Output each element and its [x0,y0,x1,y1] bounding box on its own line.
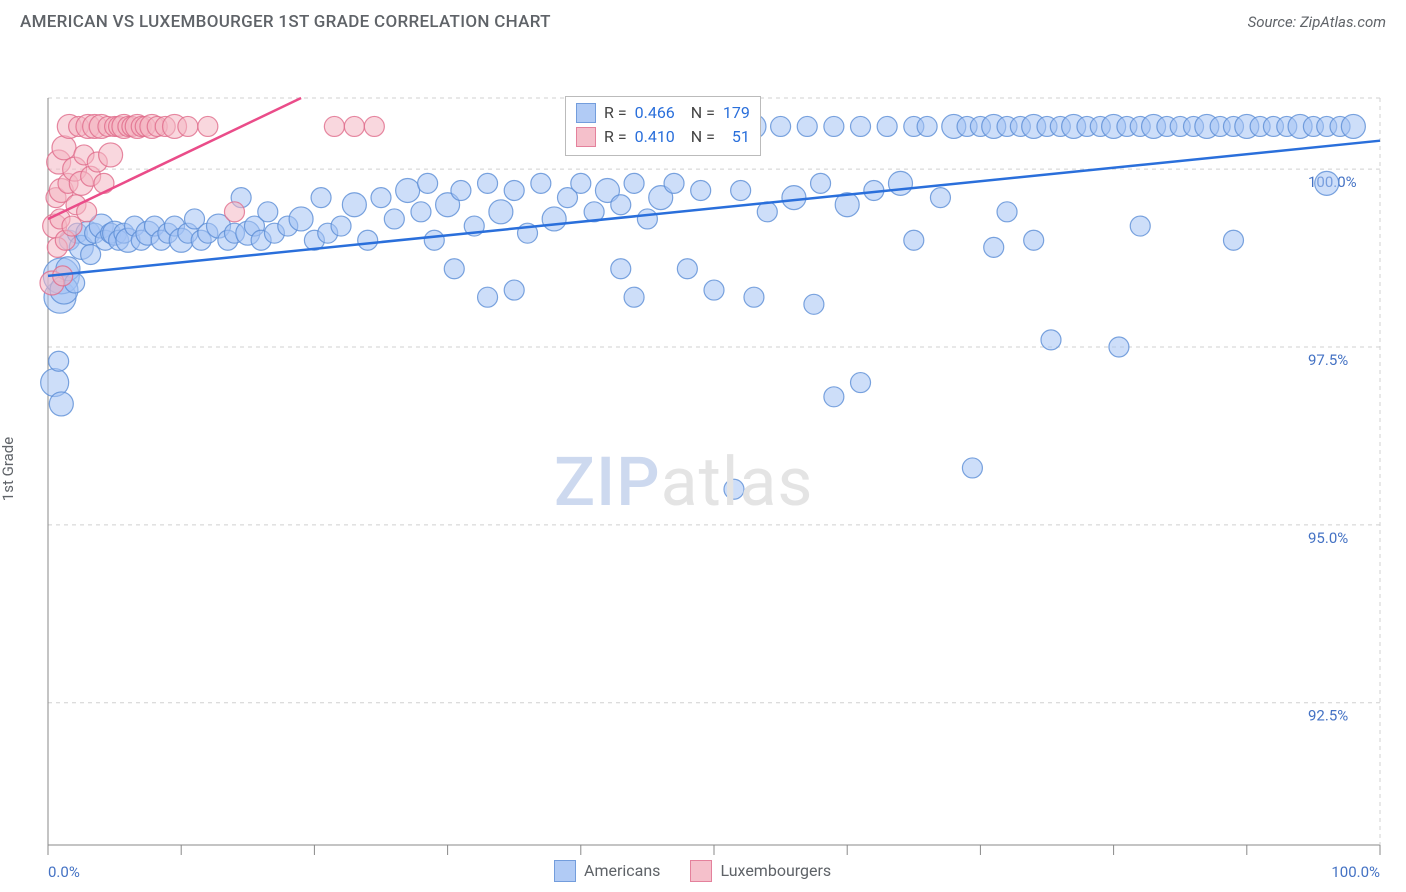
svg-text:95.0%: 95.0% [1308,529,1348,547]
legend-item: Americans [554,859,660,883]
correlation-stats-box: R = 0.466 N = 179R = 0.410 N = 51 [565,96,761,156]
scatter-plot-svg: 92.5%95.0%97.5%100.0%0.0%100.0% [0,40,1406,880]
legend-item: Luxembourgers [690,859,831,883]
stats-row-americans: R = 0.466 N = 179 [576,101,750,125]
svg-text:97.5%: 97.5% [1308,351,1348,369]
y-axis-label: 1st Grade [0,437,17,501]
swatch-icon [576,103,596,123]
swatch-icon [554,860,576,882]
chart-area: 1st Grade 92.5%95.0%97.5%100.0%0.0%100.0… [0,40,1406,880]
chart-source: Source: ZipAtlas.com [1248,13,1386,31]
swatch-icon [576,127,596,147]
svg-text:0.0%: 0.0% [48,863,80,880]
chart-header: AMERICAN VS LUXEMBOURGER 1ST GRADE CORRE… [0,0,1406,40]
chart-title: AMERICAN VS LUXEMBOURGER 1ST GRADE CORRE… [20,12,551,32]
svg-text:92.5%: 92.5% [1308,707,1348,725]
chart-legend: Americans Luxembourgers [554,859,831,883]
svg-text:100.0%: 100.0% [1331,863,1380,880]
stats-row-luxembourgers: R = 0.410 N = 51 [576,125,750,149]
swatch-icon [690,860,712,882]
